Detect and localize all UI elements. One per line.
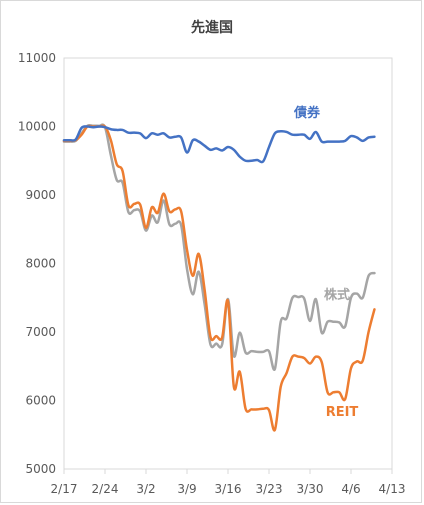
y-tick-label: 6000	[25, 394, 56, 408]
x-tick-label: 4/6	[341, 482, 360, 496]
y-tick-label: 5000	[25, 462, 56, 476]
series-line-1	[62, 123, 376, 372]
x-tick-label: 3/9	[177, 482, 196, 496]
series-label-1: 株式	[324, 287, 350, 303]
x-axis: 2/17 2/24 3/2 3/9 3/16 3/23 3/30 4/6 4/13	[51, 469, 406, 496]
series-line-0	[62, 125, 376, 164]
x-tick-label: 3/2	[136, 482, 155, 496]
chart-title: 先進国	[191, 19, 233, 36]
series-line-2	[62, 124, 376, 432]
series-label-2: REIT	[326, 405, 359, 420]
x-tick-label: 3/23	[256, 482, 283, 496]
x-tick-label: 2/24	[92, 482, 119, 496]
y-tick-label: 10000	[18, 120, 56, 134]
y-tick-label: 9000	[25, 188, 56, 202]
x-tick-label: 2/17	[51, 482, 78, 496]
x-tick-label: 3/16	[215, 482, 242, 496]
x-tick-label: 3/30	[297, 482, 324, 496]
series-lines	[62, 123, 376, 432]
x-tick-label: 4/13	[379, 482, 406, 496]
y-tick-label: 8000	[25, 257, 56, 271]
y-axis: 5000 6000 7000 8000 9000 10000 11000	[18, 51, 56, 476]
y-tick-label: 7000	[25, 325, 56, 339]
y-tick-label: 11000	[18, 51, 56, 65]
series-label-0: 債券	[293, 105, 321, 121]
